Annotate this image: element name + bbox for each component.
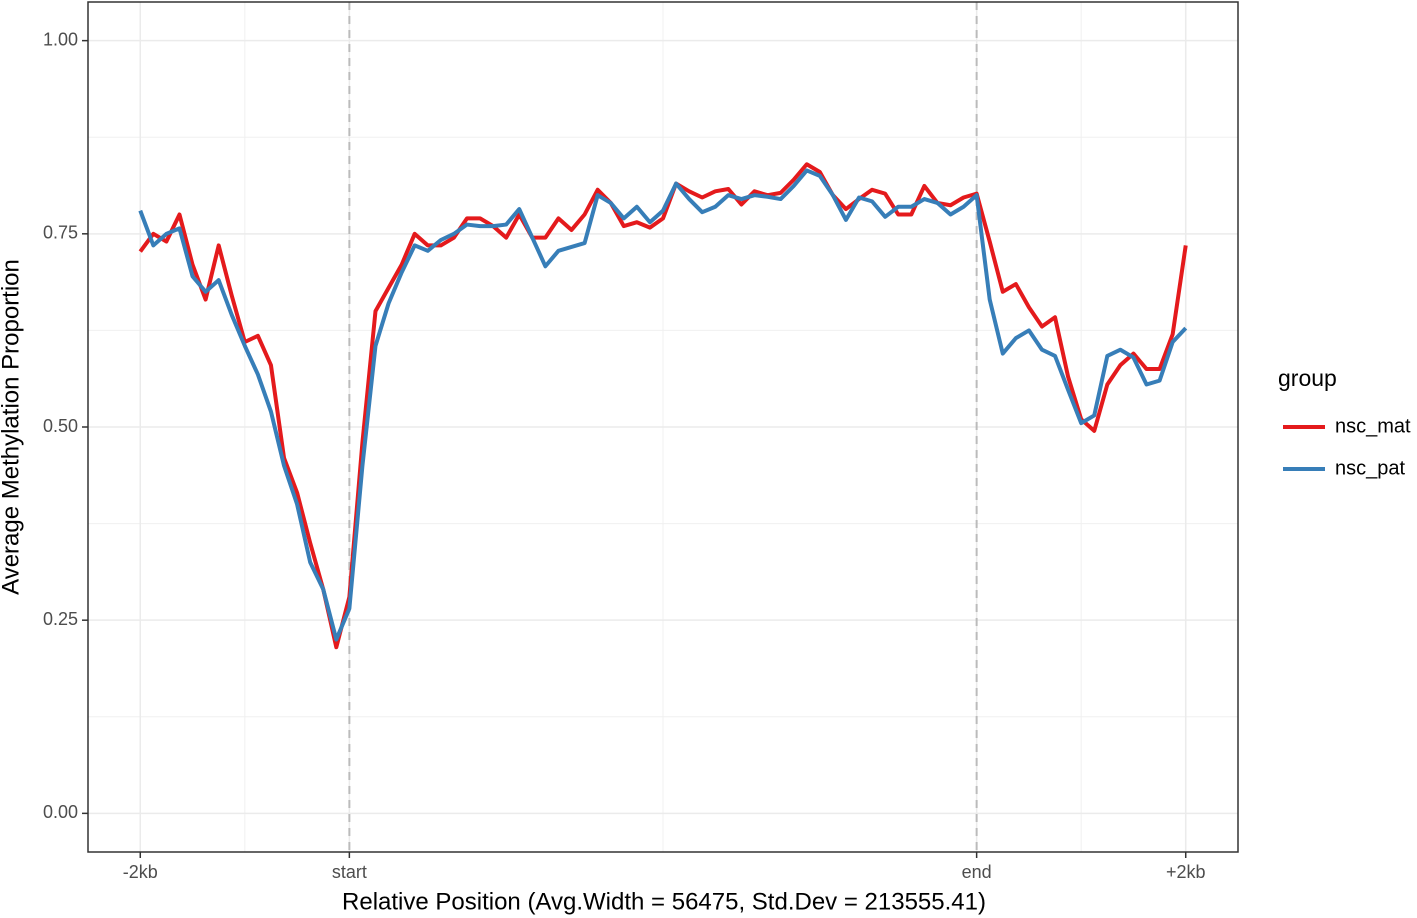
y-tick-label: 0.50 (43, 416, 78, 436)
x-tick-label: end (962, 862, 992, 882)
line-series (138, 162, 1188, 650)
y-tick-label: 0.00 (43, 802, 78, 822)
x-tick-label: +2kb (1166, 862, 1206, 882)
legend-label: nsc_pat (1335, 457, 1405, 479)
plot-border (87, 1, 1239, 853)
y-axis-label: Average Methylation Proportion (0, 259, 24, 595)
line-series (138, 168, 1188, 642)
x-tick-label: -2kb (123, 862, 158, 882)
y-tick-label: 1.00 (43, 29, 78, 49)
legend-title: group (1278, 365, 1337, 391)
y-tick-label: 0.25 (43, 609, 78, 629)
y-tick-label: 0.75 (43, 223, 78, 243)
x-axis-label: Relative Position (Avg.Width = 56475, St… (342, 888, 986, 915)
x-tick-label: start (332, 862, 367, 882)
legend-label: nsc_mat (1335, 415, 1411, 437)
